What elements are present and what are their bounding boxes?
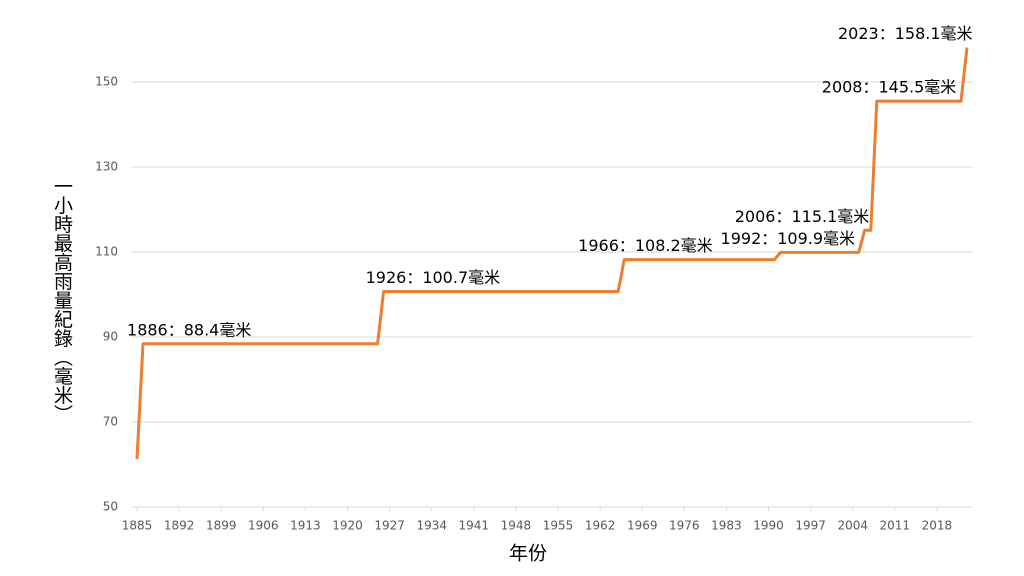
x-tick-label: 1962 bbox=[585, 519, 616, 533]
x-tick-label: 1983 bbox=[711, 519, 742, 533]
x-axis-title: 年份 bbox=[509, 543, 547, 565]
data-label: 2008：145.5毫米 bbox=[822, 78, 957, 97]
x-tick-label: 1892 bbox=[164, 519, 195, 533]
y-tick-label: 110 bbox=[95, 245, 118, 259]
x-tick-label: 1955 bbox=[543, 519, 574, 533]
x-tick-label: 1948 bbox=[501, 519, 532, 533]
data-label: 1926：100.7毫米 bbox=[366, 268, 501, 287]
y-tick-label: 130 bbox=[95, 160, 118, 174]
line bbox=[135, 47, 969, 460]
x-tick-label: 1990 bbox=[753, 519, 784, 533]
x-tick-label: 1934 bbox=[416, 519, 447, 533]
x-tick-label: 1941 bbox=[459, 519, 490, 533]
y-tick-label: 50 bbox=[103, 500, 118, 514]
x-tick-label: 2018 bbox=[922, 519, 953, 533]
x-tick-label: 1899 bbox=[206, 519, 237, 533]
y-tick-label: 90 bbox=[103, 330, 118, 344]
x-tick-label: 1885 bbox=[122, 519, 153, 533]
y-tick-label: 70 bbox=[103, 415, 118, 429]
y-axis-title: 一小時最高雨量紀錄（毫米） bbox=[51, 177, 73, 424]
x-tick-label: 2011 bbox=[880, 519, 911, 533]
y-tick-label: 150 bbox=[95, 75, 118, 89]
x-tick-label: 1920 bbox=[332, 519, 363, 533]
data-label: 1886：88.4毫米 bbox=[127, 320, 251, 339]
x-tick-label: 1927 bbox=[374, 519, 405, 533]
x-tick-label: 1969 bbox=[627, 519, 658, 533]
x-tick-label: 1997 bbox=[795, 519, 826, 533]
data-label: 1966：108.2毫米 bbox=[578, 236, 713, 255]
x-tick-label: 2004 bbox=[837, 519, 868, 533]
data-label: 1992：109.9毫米 bbox=[721, 229, 856, 248]
x-tick-label: 1906 bbox=[248, 519, 279, 533]
x-tick-label: 1976 bbox=[669, 519, 700, 533]
x-tick-label: 1913 bbox=[290, 519, 321, 533]
data-label: 2023：158.1毫米 bbox=[838, 24, 973, 43]
data-label: 2006：115.1毫米 bbox=[735, 207, 870, 226]
